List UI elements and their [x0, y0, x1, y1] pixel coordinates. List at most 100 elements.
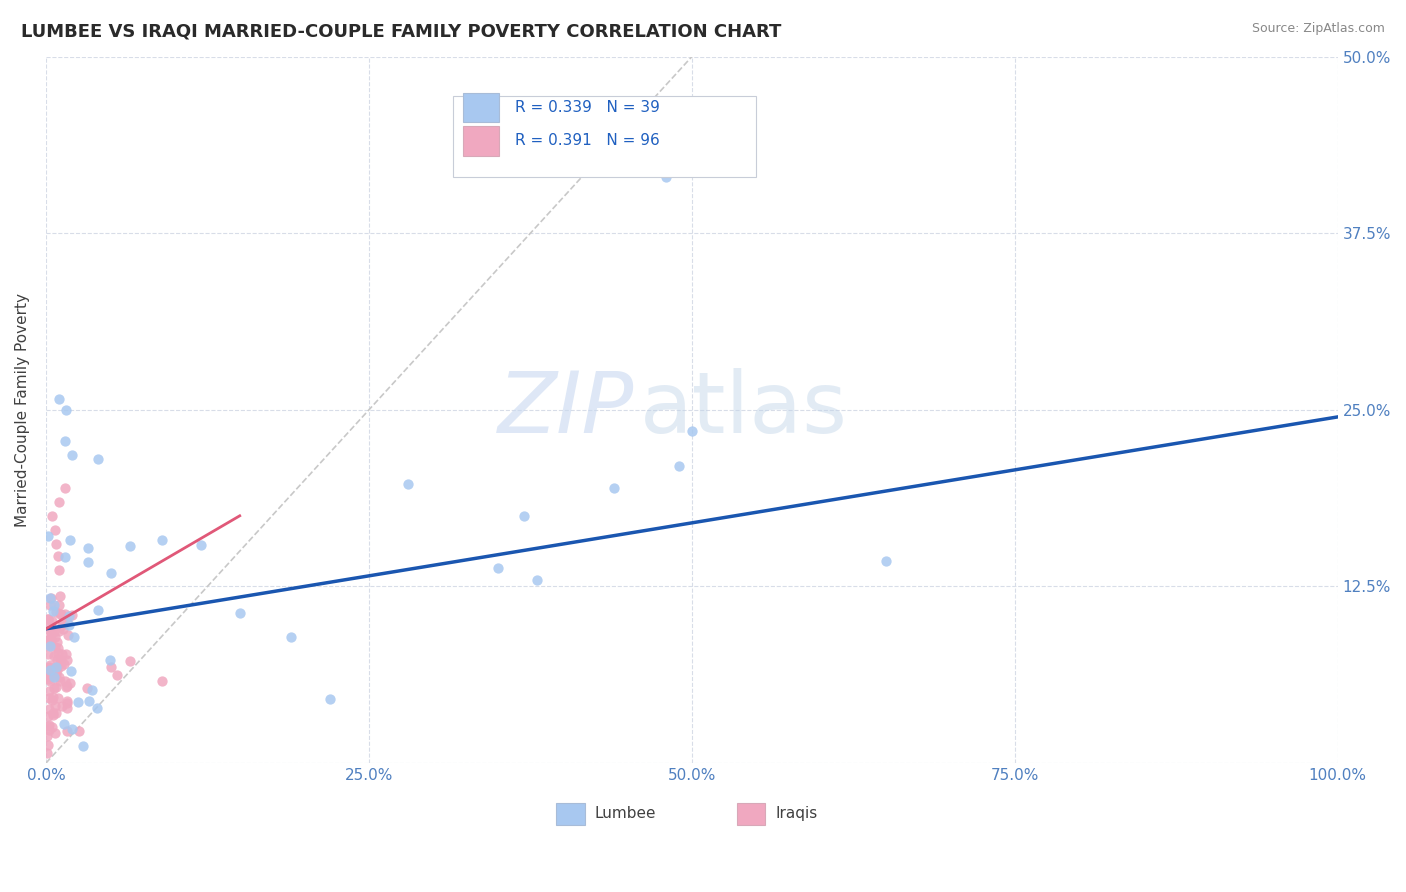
Point: [39, 599, 62, 613]
Point: [51, 617, 73, 632]
Point: [55, 680, 77, 694]
Point: [603, 481, 626, 495]
Point: [82, 682, 104, 697]
Point: [56, 696, 79, 710]
Point: [38, 702, 60, 716]
Point: [37, 637, 59, 651]
Point: [44, 681, 66, 695]
Bar: [463, 93, 499, 122]
Point: [39, 617, 62, 632]
Point: [51, 699, 73, 714]
Point: [37, 660, 59, 674]
Point: [77, 555, 100, 569]
Point: [55, 679, 77, 693]
Point: [60, 665, 83, 679]
Point: [52, 617, 75, 632]
Point: [45, 667, 67, 681]
Point: [86, 701, 108, 715]
Point: [53, 434, 76, 448]
Point: [526, 573, 548, 587]
Point: [681, 424, 703, 438]
Point: [39, 665, 62, 679]
Text: Lumbee: Lumbee: [595, 806, 657, 822]
Point: [46, 641, 69, 656]
Point: [59, 675, 82, 690]
Point: [38, 717, 60, 731]
Point: [38, 663, 60, 677]
Point: [53, 674, 76, 689]
Point: [55, 723, 77, 738]
Point: [668, 459, 690, 474]
Point: [46, 635, 69, 649]
Point: [42, 707, 65, 722]
Point: [35, 670, 58, 684]
Point: [41, 663, 63, 677]
Y-axis label: Married-Couple Family Poverty: Married-Couple Family Poverty: [15, 293, 30, 527]
Point: [49, 607, 72, 621]
Point: [100, 566, 122, 580]
Text: LUMBEE VS IRAQI MARRIED-COUPLE FAMILY POVERTY CORRELATION CHART: LUMBEE VS IRAQI MARRIED-COUPLE FAMILY PO…: [21, 22, 782, 40]
Point: [44, 625, 66, 640]
Point: [46, 646, 69, 660]
Point: [37, 648, 59, 662]
Bar: [463, 126, 499, 155]
Point: [38, 639, 60, 653]
Point: [37, 709, 59, 723]
Text: Iraqis: Iraqis: [776, 806, 818, 822]
Point: [45, 681, 67, 695]
Point: [41, 693, 63, 707]
Point: [59, 533, 82, 547]
Point: [38, 634, 60, 648]
Point: [41, 615, 63, 629]
Point: [52, 622, 75, 636]
Point: [48, 624, 70, 639]
Point: [55, 647, 77, 661]
Point: [118, 654, 141, 668]
Point: [55, 701, 77, 715]
Point: [41, 508, 63, 523]
Point: [46, 549, 69, 563]
Point: [37, 633, 59, 648]
Point: [53, 607, 76, 622]
Point: [190, 538, 212, 552]
Point: [41, 626, 63, 640]
Point: [58, 608, 80, 623]
Point: [41, 667, 63, 681]
Point: [38, 672, 60, 686]
Point: [56, 694, 79, 708]
Point: [38, 674, 60, 689]
Point: [44, 699, 66, 714]
Point: [37, 738, 59, 752]
Point: [62, 630, 84, 644]
Text: Source: ZipAtlas.com: Source: ZipAtlas.com: [1251, 22, 1385, 36]
Point: [48, 494, 70, 508]
Point: [58, 618, 80, 632]
Point: [39, 661, 62, 675]
Point: [35, 632, 58, 647]
Point: [48, 670, 70, 684]
Point: [37, 747, 59, 761]
Point: [38, 591, 60, 605]
Point: [48, 392, 70, 406]
Point: [60, 723, 83, 737]
Point: [38, 669, 60, 683]
Point: [39, 632, 62, 646]
Point: [44, 726, 66, 740]
Point: [45, 663, 67, 677]
Point: [38, 723, 60, 738]
Point: [41, 604, 63, 618]
Point: [46, 652, 69, 666]
Point: [79, 694, 101, 708]
Point: [45, 605, 67, 619]
Point: [37, 719, 59, 733]
Point: [37, 529, 59, 543]
Point: [35, 729, 58, 743]
Point: [41, 661, 63, 675]
Point: [66, 695, 89, 709]
Point: [48, 598, 70, 612]
Point: [60, 607, 83, 622]
Point: [37, 612, 59, 626]
Point: [37, 633, 59, 648]
Point: [486, 561, 509, 575]
Point: [55, 402, 77, 417]
